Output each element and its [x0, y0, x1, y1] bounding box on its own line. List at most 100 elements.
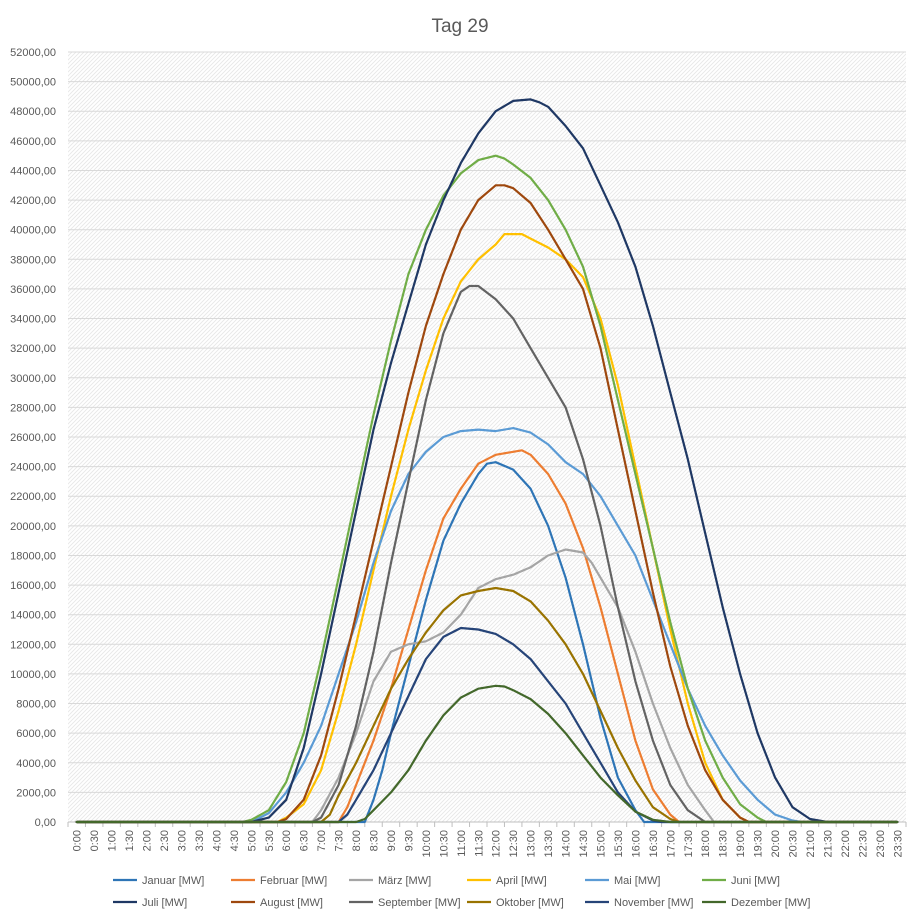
y-tick-label: 40000,00: [10, 225, 56, 237]
legend-label: Juli [MW]: [142, 897, 187, 909]
grid-layer: [68, 51, 906, 823]
y-tick-label: 8000,00: [16, 699, 56, 711]
y-tick-label: 22000,00: [10, 491, 56, 503]
x-tick-label: 12:30: [508, 830, 520, 858]
series-line-4: [75, 233, 899, 824]
x-tick-label: 21:30: [822, 830, 834, 858]
y-tick-label: 48000,00: [10, 106, 56, 118]
y-tick-label: 16000,00: [10, 580, 56, 592]
series-line-8: [75, 184, 899, 824]
y-tick-label: 6000,00: [16, 728, 56, 740]
x-tick-label: 14:00: [561, 830, 573, 858]
x-tick-label: 10:00: [421, 830, 433, 858]
y-tick-label: 20000,00: [10, 521, 56, 533]
series-line-5: [75, 427, 899, 824]
x-tick-label: 7:30: [334, 830, 346, 851]
y-tick-label: 26000,00: [10, 432, 56, 444]
x-tick-label: 17:00: [665, 830, 677, 858]
x-tick-label: 20:30: [788, 830, 800, 858]
chart-title: Tag 29: [431, 16, 488, 37]
series-line-7: [75, 98, 899, 824]
series-layer: [75, 98, 899, 824]
series-line-3: [75, 548, 899, 824]
x-tick-label: 3:30: [194, 830, 206, 851]
y-axis: 0,00 2000,00 4000,00 6000,00 8000,00 10000,00…: [10, 47, 56, 829]
legend: Januar [MW] Februar [MW] März [MW] April [M…: [113, 875, 810, 909]
legend-label: Juni [MW]: [731, 875, 780, 887]
legend-label: August [MW]: [260, 897, 323, 909]
y-tick-label: 32000,00: [10, 343, 56, 355]
x-tick-label: 10:30: [438, 830, 450, 858]
y-tick-label: 44000,00: [10, 165, 56, 177]
series-line-10: [75, 586, 899, 824]
x-tick-label: 1:30: [124, 830, 136, 851]
x-tick-label: 5:30: [264, 830, 276, 851]
x-axis: 0:00 0:30 1:00 1:30 2:00 2:30 3:00 3:30 4:00 4:30…: [67, 821, 907, 858]
x-tick-label: 18:30: [718, 830, 730, 858]
x-tick-label: 14:30: [578, 830, 590, 858]
y-tick-label: 28000,00: [10, 402, 56, 414]
x-tick-label: 18:00: [700, 830, 712, 858]
x-tick-label: 6:00: [281, 830, 293, 851]
y-tick-label: 36000,00: [10, 284, 56, 296]
legend-label: Dezember [MW]: [731, 897, 810, 909]
x-tick-label: 2:30: [159, 830, 171, 851]
y-tick-label: 52000,00: [10, 47, 56, 59]
x-tick-label: 1:00: [107, 830, 119, 851]
x-tick-label: 11:00: [456, 830, 468, 857]
x-tick-label: 23:00: [875, 830, 887, 858]
x-tick-label: 9:00: [386, 830, 398, 851]
x-tick-label: 22:30: [857, 830, 869, 858]
y-tick-label: 2000,00: [16, 787, 56, 799]
y-tick-label: 30000,00: [10, 373, 56, 385]
x-tick-label: 13:00: [526, 830, 538, 858]
x-tick-label: 8:30: [369, 830, 381, 851]
x-tick-label: 22:00: [840, 830, 852, 858]
x-tick-label: 15:00: [595, 830, 607, 858]
x-tick-label: 7:00: [316, 830, 328, 851]
x-tick-label: 19:30: [753, 830, 765, 858]
y-tick-label: 38000,00: [10, 254, 56, 266]
x-tick-label: 0:30: [89, 830, 101, 851]
legend-label: Oktober [MW]: [496, 897, 564, 909]
series-line-6: [75, 154, 899, 824]
x-tick-label: 8:00: [351, 830, 363, 851]
x-tick-label: 20:00: [770, 830, 782, 858]
y-tick-label: 50000,00: [10, 77, 56, 89]
x-tick-label: 2:00: [142, 830, 154, 851]
x-tick-label: 5:00: [246, 830, 258, 851]
x-tick-label: 16:00: [630, 830, 642, 858]
x-tick-label: 21:00: [805, 830, 817, 858]
y-tick-label: 18000,00: [10, 550, 56, 562]
y-tick-label: 10000,00: [10, 669, 56, 681]
legend-label: Februar [MW]: [260, 875, 327, 887]
x-tick-label: 15:30: [613, 830, 625, 858]
series-line-9: [75, 284, 899, 824]
x-tick-label: 6:30: [299, 830, 311, 851]
x-tick-label: 4:30: [229, 830, 241, 851]
x-tick-label: 11:30: [473, 830, 485, 857]
x-tick-label: 23:30: [892, 830, 904, 858]
y-tick-label: 12000,00: [10, 639, 56, 651]
y-tick-label: 42000,00: [10, 195, 56, 207]
x-tick-label: 16:30: [648, 830, 660, 858]
x-tick-label: 9:30: [403, 830, 415, 851]
x-tick-label: 0:00: [72, 830, 84, 851]
y-tick-label: 4000,00: [16, 758, 56, 770]
x-tick-label: 3:00: [176, 830, 188, 851]
legend-label: September [MW]: [378, 897, 461, 909]
y-tick-label: 46000,00: [10, 136, 56, 148]
legend-label: April [MW]: [496, 875, 547, 887]
legend-label: März [MW]: [378, 875, 431, 887]
series-line-12: [75, 684, 899, 824]
x-tick-label: 13:30: [543, 830, 555, 858]
series-line-2: [75, 449, 899, 824]
y-tick-label: 14000,00: [10, 610, 56, 622]
y-tick-label: 24000,00: [10, 462, 56, 474]
y-tick-label: 34000,00: [10, 314, 56, 326]
legend-label: November [MW]: [614, 897, 693, 909]
series-line-1: [75, 461, 899, 824]
x-tick-label: 17:30: [683, 830, 695, 858]
